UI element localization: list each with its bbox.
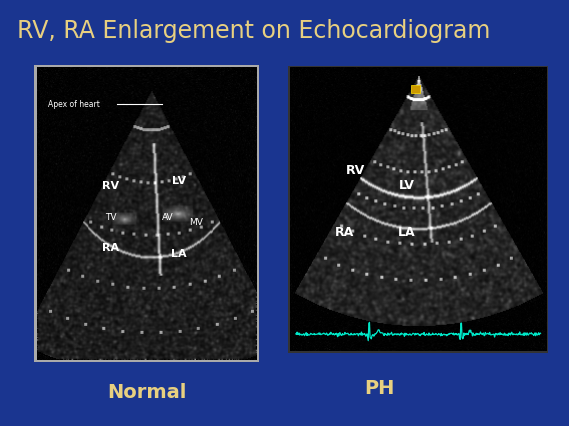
Text: PH: PH <box>365 378 395 397</box>
Text: MV: MV <box>189 217 203 226</box>
Text: LA: LA <box>398 226 415 239</box>
Bar <box>34 66 259 362</box>
Text: TV: TV <box>105 213 117 222</box>
Bar <box>410 86 419 94</box>
Text: RV, RA Enlargement on Echocardiogram: RV, RA Enlargement on Echocardiogram <box>17 19 490 43</box>
Text: RV: RV <box>102 180 119 190</box>
Text: RA: RA <box>335 226 354 239</box>
Text: RA: RA <box>102 242 119 252</box>
Text: Normal: Normal <box>107 383 186 401</box>
Text: Apex of heart: Apex of heart <box>48 100 100 109</box>
Bar <box>288 67 548 353</box>
Text: LA: LA <box>171 248 187 259</box>
Text: LV: LV <box>399 179 415 192</box>
Text: LV: LV <box>172 176 186 186</box>
Text: RV: RV <box>346 164 365 177</box>
Text: AV: AV <box>162 213 174 222</box>
